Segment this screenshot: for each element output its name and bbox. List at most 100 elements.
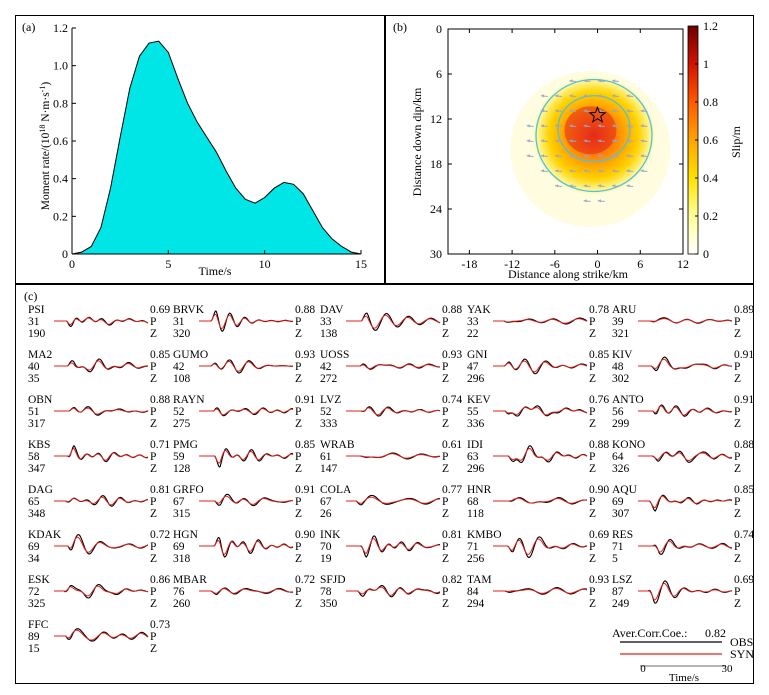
observed-waveform: [493, 317, 588, 325]
station-name: PMG: [173, 439, 198, 451]
synthetic-waveform: [638, 495, 733, 509]
station-azimuth: 118: [467, 508, 484, 520]
station-name: INK: [320, 529, 341, 541]
station-distance: 78: [320, 586, 332, 598]
station-name: KEV: [467, 394, 491, 406]
station-azimuth: 320: [173, 328, 191, 340]
station-azimuth: 325: [28, 598, 46, 610]
station-azimuth: 15: [28, 643, 40, 655]
station-distance: 84: [467, 586, 479, 598]
phase-label: P: [734, 451, 740, 463]
station-azimuth: 326: [612, 463, 630, 475]
slip-vector-head: [626, 139, 630, 143]
slip-vector-head: [555, 184, 559, 188]
component-label: Z: [589, 463, 596, 475]
correlation-value: 0.91: [295, 394, 315, 406]
correlation-value: 0.90: [589, 484, 609, 496]
slip-vector-head: [526, 154, 530, 158]
slip-vector-head: [526, 124, 530, 128]
station-distance: 31: [28, 316, 40, 328]
correlation-value: 0.74: [442, 394, 462, 406]
synthetic-waveform: [199, 540, 294, 555]
phase-label: P: [295, 361, 301, 373]
synthetic-waveform: [54, 496, 149, 506]
station-distance: 52: [320, 406, 332, 418]
component-label: Z: [295, 598, 302, 610]
x-tick-label: -18: [461, 257, 477, 271]
correlation-value: 0.89: [734, 304, 753, 316]
observed-waveform: [638, 317, 733, 324]
station-name: COLA: [320, 484, 352, 496]
y-tick-label: 18: [430, 157, 442, 171]
slip-vector-head: [569, 79, 573, 83]
correlation-value: 0.73: [150, 619, 170, 631]
colorbar-tick-label: 0: [703, 247, 709, 261]
station-name: GNI: [467, 349, 488, 361]
station-azimuth: 350: [320, 598, 338, 610]
y-tick-label: 12: [430, 112, 442, 126]
component-label: Z: [589, 508, 596, 520]
time-axis-label: Time/s: [669, 672, 699, 683]
slip-vector-head: [583, 124, 587, 128]
synthetic-waveform: [199, 588, 294, 594]
hypocenter-star-icon: [588, 105, 607, 123]
component-label: Z: [150, 553, 157, 565]
station-distance: 67: [173, 496, 185, 508]
slip-vector-head: [540, 139, 544, 143]
station-distance: 70: [320, 541, 332, 553]
y-tick-label: 0: [62, 247, 68, 261]
slip-vector-head: [640, 109, 644, 113]
correlation-value: 0.71: [150, 439, 170, 451]
correlation-value: 0.88: [589, 439, 609, 451]
observed-waveform: [54, 628, 149, 642]
component-label: Z: [150, 328, 157, 340]
synthetic-waveform: [638, 318, 733, 324]
station-distance: 58: [28, 451, 40, 463]
station-azimuth: 315: [173, 508, 191, 520]
slip-vector-head: [569, 94, 573, 98]
slip-vector-head: [569, 124, 573, 128]
slip-vector-head: [540, 124, 544, 128]
observed-waveform: [638, 580, 733, 604]
phase-label: P: [734, 496, 740, 508]
slip-vector-head: [540, 109, 544, 113]
slip-contour-outer: [535, 78, 653, 193]
slip-vector-head: [626, 154, 630, 158]
correlation-value: 0.69: [150, 304, 170, 316]
correlation-value: 0.88: [734, 439, 753, 451]
station-distance: 55: [467, 406, 479, 418]
correlation-value: 0.61: [442, 439, 462, 451]
slip-vector-head: [626, 109, 630, 113]
colorbar-tick-label: 0.2: [703, 209, 718, 223]
station-azimuth: 256: [467, 553, 485, 565]
station-name: ESK: [28, 574, 50, 586]
phase-label: P: [295, 496, 301, 508]
station-name: KMBO: [467, 529, 502, 541]
synthetic-waveform: [493, 497, 587, 504]
y-tick-label: 0.2: [53, 209, 68, 223]
phase-label: P: [734, 361, 740, 373]
phase-label: P: [589, 496, 595, 508]
slip-vector-head: [583, 184, 587, 188]
synthetic-waveform: [346, 363, 440, 369]
y-tick-label: 0: [436, 22, 442, 36]
station-azimuth: 275: [173, 418, 191, 430]
average-corr-label: Aver.Corr.Coe.:: [612, 626, 687, 640]
station-name: DAV: [320, 304, 344, 316]
station-azimuth: 138: [320, 328, 338, 340]
component-label: Z: [734, 553, 741, 565]
station-name: BRVK: [173, 304, 205, 316]
station-azimuth: 26: [320, 508, 332, 520]
synthetic-waveform: [493, 538, 588, 555]
station-name: GUMO: [173, 349, 208, 361]
panel-a-label: (a): [22, 20, 35, 34]
